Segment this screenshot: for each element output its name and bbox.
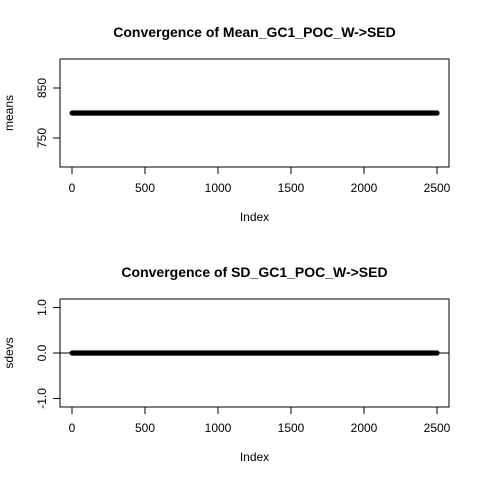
y-axis: 750 850 [35,78,61,148]
sdevs-panel: Convergence of SD_GC1_POC_W->SED 0 500 100… [2,264,451,464]
y-axis-label: means [2,95,16,131]
means-panel: Convergence of Mean_GC1_POC_W->SED 0 500 1… [2,24,451,224]
x-tick-label: 2500 [424,421,451,435]
data-point [434,110,440,116]
x-tick-label: 500 [135,421,155,435]
x-tick-label: 1000 [205,181,232,195]
data-points [69,350,440,356]
x-tick-label: 2000 [351,181,378,195]
x-axis-label: Index [240,210,269,224]
x-tick-label: 1500 [278,181,305,195]
y-tick-label: 850 [35,78,49,98]
chart-title: Convergence of Mean_GC1_POC_W->SED [113,24,396,40]
data-point [434,350,440,356]
x-axis: 0 500 1000 1500 2000 2500 [69,166,451,195]
y-tick-label: 750 [35,128,49,148]
x-tick-label: 0 [69,421,76,435]
chart-title: Convergence of SD_GC1_POC_W->SED [121,264,387,280]
x-tick-label: 1000 [205,421,232,435]
x-tick-label: 1500 [278,421,305,435]
x-tick-label: 2000 [351,421,378,435]
y-axis: -1.0 0.0 1.0 [35,299,61,409]
x-axis: 0 500 1000 1500 2000 2500 [69,406,451,435]
x-tick-label: 0 [69,181,76,195]
x-axis-label: Index [240,450,269,464]
y-tick-label: -1.0 [35,388,49,409]
x-tick-label: 500 [135,181,155,195]
data-points [69,110,440,116]
y-tick-label: 0.0 [35,344,49,361]
y-tick-label: 1.0 [35,299,49,316]
x-tick-label: 2500 [424,181,451,195]
y-axis-label: sdevs [2,337,16,368]
